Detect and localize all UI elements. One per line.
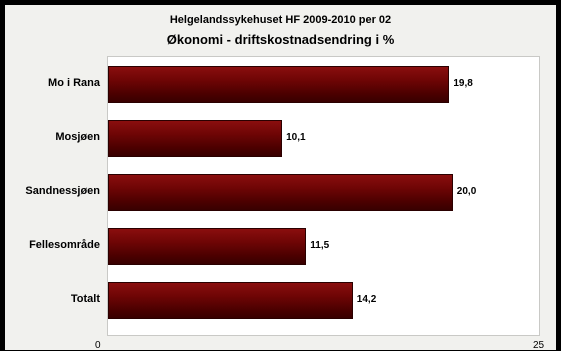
- bar-value-label: 14,2: [356, 294, 377, 305]
- bar: [108, 227, 307, 265]
- x-tick-label-25: 25: [533, 340, 545, 351]
- category-label: Sandnessjøen: [25, 185, 100, 197]
- bar-value-label: 11,5: [310, 240, 330, 251]
- chart-subtitle: Økonomi - driftskostnadsendring i %: [166, 32, 395, 47]
- bar: [108, 119, 283, 157]
- bar: [108, 173, 453, 211]
- x-tick-label-0: 0: [95, 340, 101, 351]
- category-label: Totalt: [70, 293, 100, 305]
- bar-value-label: 19,8: [453, 78, 473, 89]
- chart-title: Helgelandssykehuset HF 2009-2010 per 02: [169, 14, 392, 26]
- bar: [108, 281, 353, 319]
- category-label: Mo i Rana: [48, 77, 100, 89]
- category-label: Mosjøen: [55, 131, 100, 143]
- bar-value-label: 20,0: [456, 186, 477, 197]
- bar-value-label: 10,1: [286, 132, 306, 143]
- category-label: Fellesområde: [29, 239, 100, 251]
- bar: [108, 65, 450, 103]
